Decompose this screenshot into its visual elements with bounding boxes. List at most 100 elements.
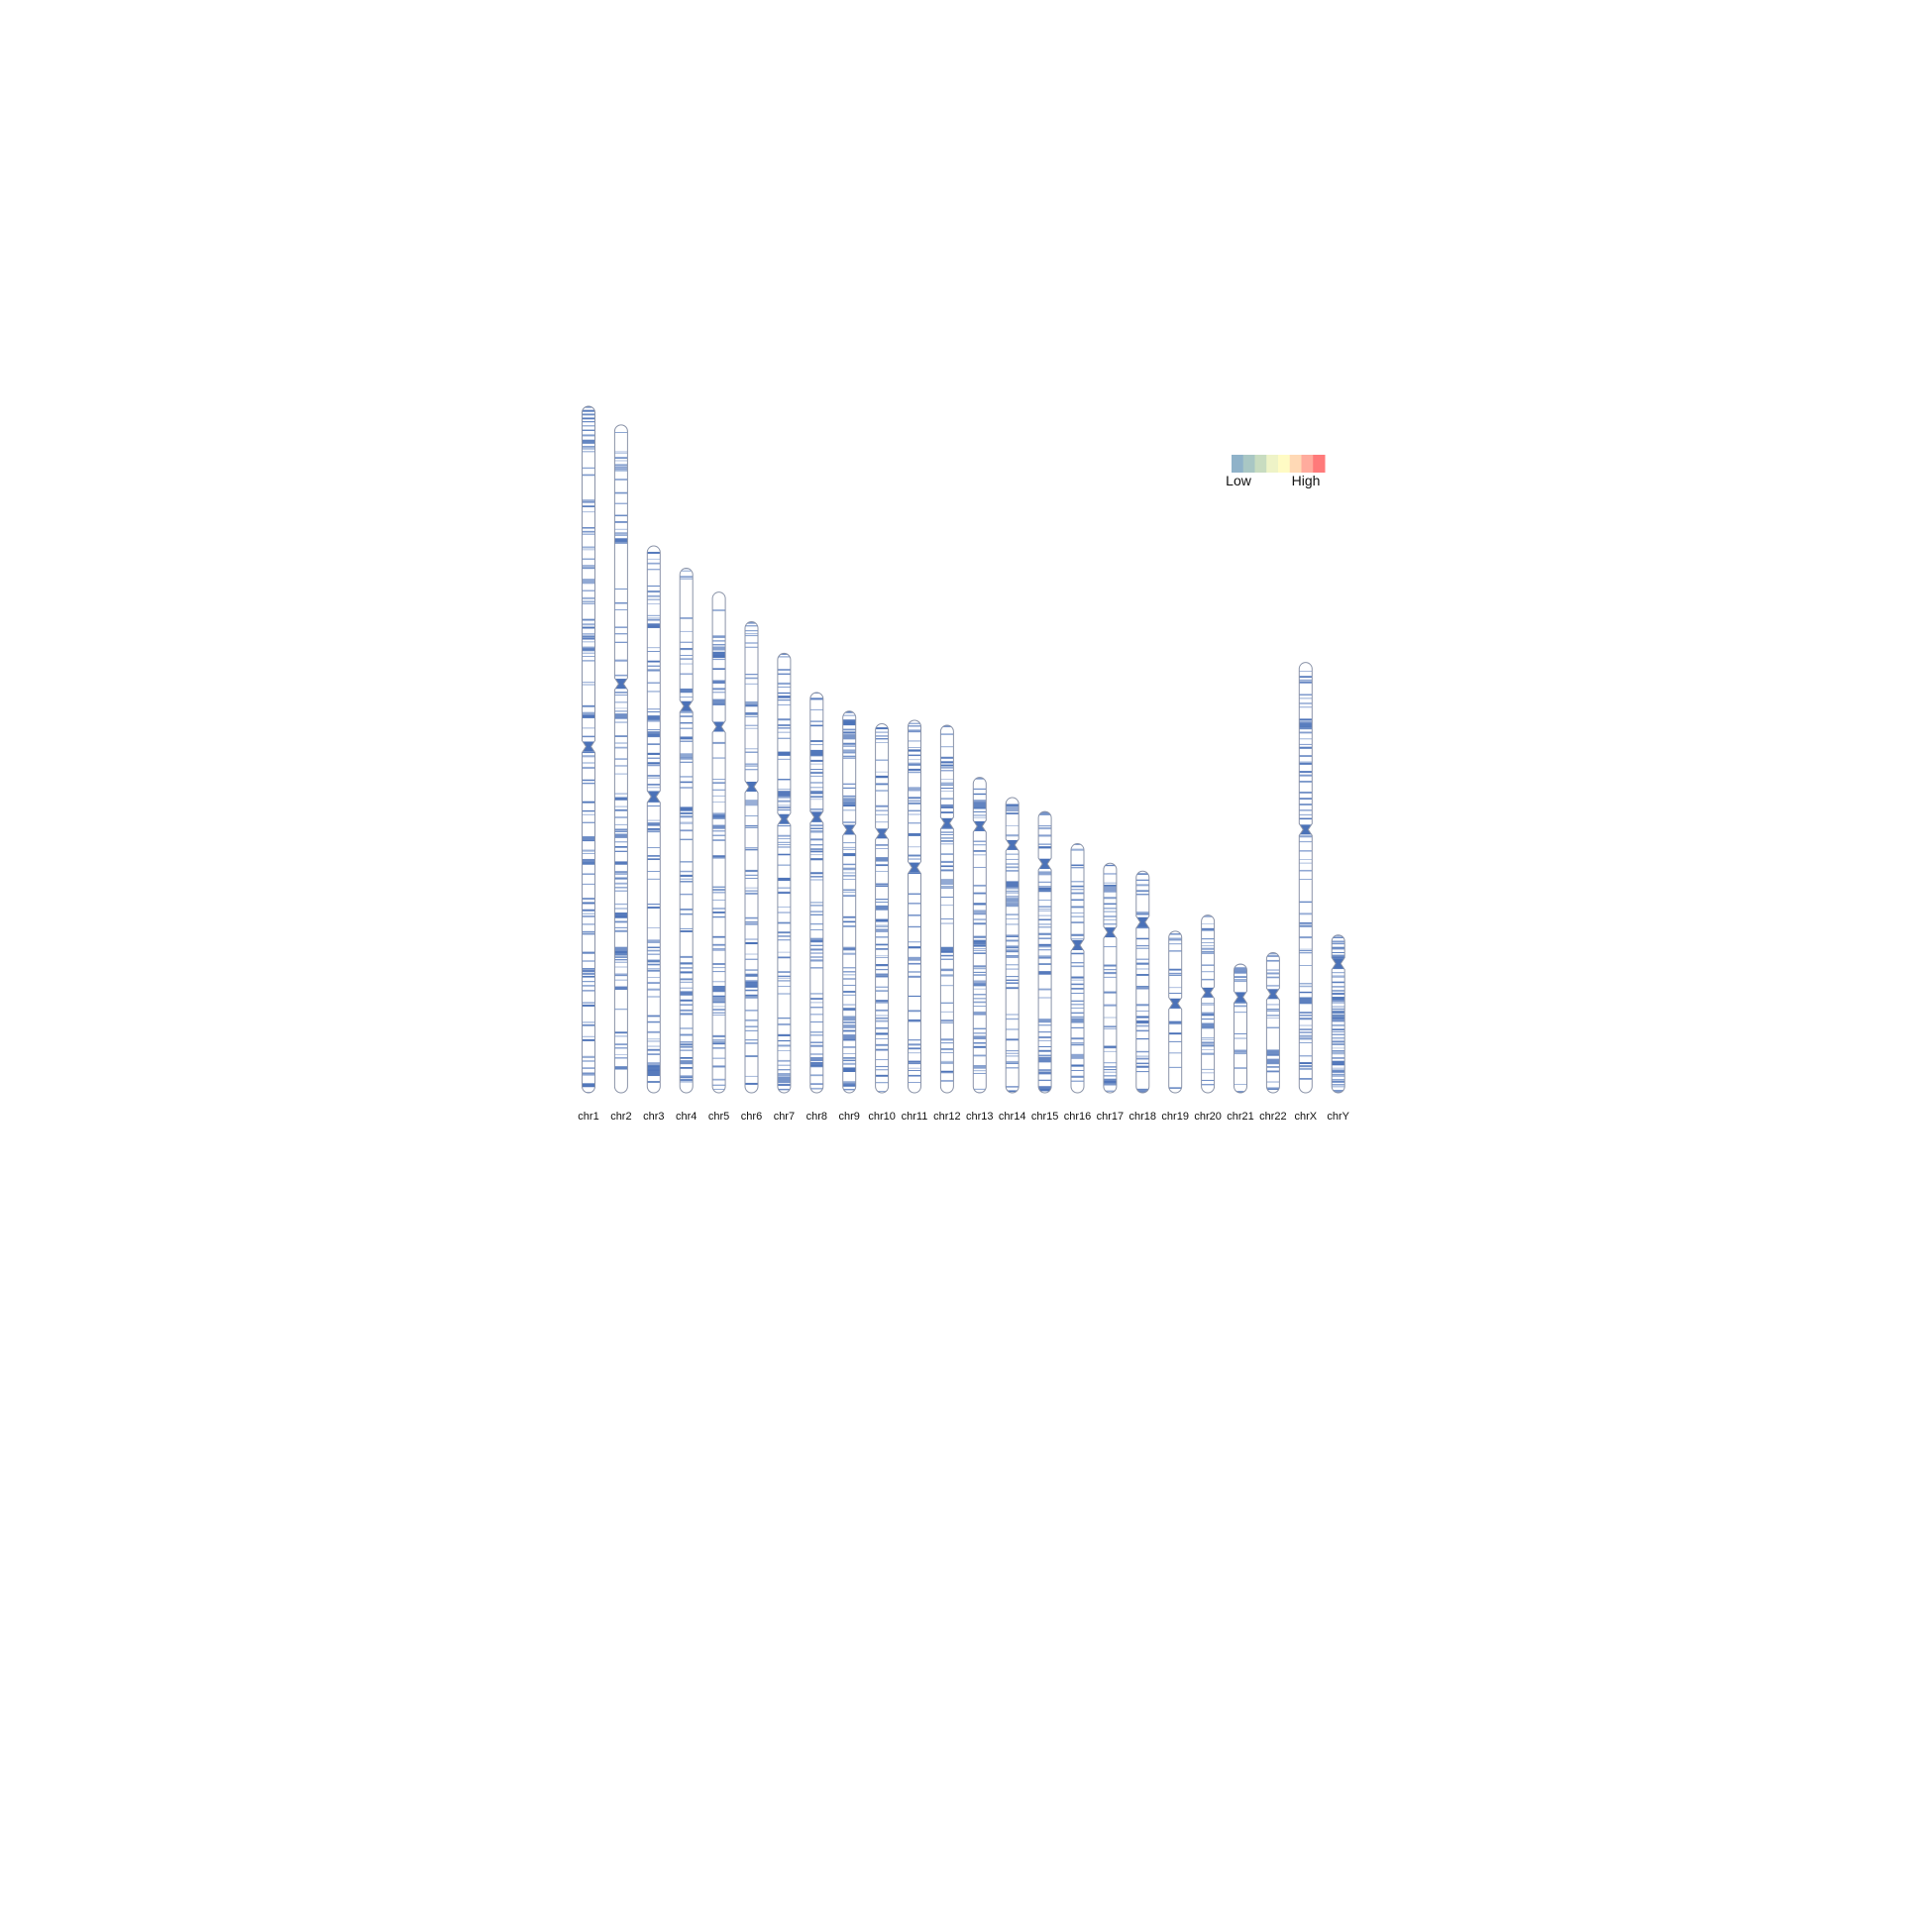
density-band bbox=[908, 729, 921, 732]
density-band bbox=[1038, 900, 1052, 901]
density-band bbox=[973, 1045, 987, 1048]
density-band bbox=[1299, 991, 1313, 994]
chromosome-outline bbox=[1168, 930, 1183, 1094]
chromosome-chr18 bbox=[1135, 870, 1150, 1094]
density-band bbox=[1135, 962, 1149, 965]
density-band bbox=[1103, 1046, 1117, 1049]
density-band bbox=[940, 756, 954, 759]
density-band bbox=[1299, 702, 1313, 704]
density-band bbox=[680, 1041, 694, 1043]
density-band bbox=[940, 732, 954, 734]
density-band bbox=[1266, 976, 1280, 979]
density-band bbox=[680, 776, 694, 778]
density-band bbox=[908, 754, 921, 757]
density-band bbox=[940, 798, 954, 801]
chromosome-label: chr16 bbox=[1064, 1111, 1092, 1123]
density-band bbox=[1038, 1040, 1052, 1041]
density-band bbox=[1332, 986, 1345, 988]
density-band bbox=[614, 903, 628, 906]
density-band bbox=[973, 965, 987, 968]
density-band bbox=[1299, 726, 1313, 730]
density-band bbox=[1266, 955, 1280, 957]
density-band bbox=[809, 808, 823, 810]
density-band bbox=[809, 775, 823, 778]
density-band bbox=[875, 738, 889, 740]
density-band bbox=[680, 999, 694, 1002]
density-band bbox=[1201, 1022, 1215, 1027]
density-band bbox=[875, 1043, 889, 1046]
chromosome-outline bbox=[875, 723, 890, 1094]
density-band bbox=[809, 998, 823, 1000]
density-band bbox=[973, 1032, 987, 1034]
chromosome-chr21 bbox=[1234, 963, 1247, 1094]
density-band bbox=[809, 744, 823, 746]
density-band bbox=[614, 973, 628, 976]
density-band bbox=[973, 1042, 987, 1044]
density-bands bbox=[614, 432, 628, 1070]
density-band bbox=[582, 1067, 595, 1069]
density-band bbox=[1201, 947, 1215, 950]
density-band bbox=[875, 1002, 889, 1004]
density-band bbox=[842, 915, 856, 918]
density-band bbox=[614, 966, 628, 968]
legend-swatch bbox=[1289, 455, 1302, 473]
density-band bbox=[809, 929, 823, 930]
density-band bbox=[908, 941, 921, 943]
density-band bbox=[1071, 867, 1084, 869]
density-band bbox=[614, 528, 628, 530]
density-band bbox=[745, 1082, 758, 1085]
density-band bbox=[973, 844, 987, 846]
density-band bbox=[647, 1045, 661, 1047]
density-band bbox=[973, 980, 987, 985]
density-band bbox=[940, 1070, 954, 1073]
density-band bbox=[777, 1022, 791, 1025]
density-band bbox=[745, 1010, 758, 1012]
density-band bbox=[680, 781, 694, 784]
density-band bbox=[1332, 992, 1345, 996]
density-band bbox=[680, 641, 694, 643]
density-band bbox=[940, 827, 954, 829]
density-band bbox=[614, 956, 628, 958]
density-band bbox=[809, 720, 823, 722]
density-band bbox=[973, 1014, 987, 1016]
density-band bbox=[614, 717, 628, 719]
density-band bbox=[1103, 1075, 1117, 1077]
density-band bbox=[875, 790, 889, 792]
density-band bbox=[777, 877, 791, 882]
density-band bbox=[973, 913, 987, 915]
density-band bbox=[680, 630, 694, 632]
density-band bbox=[1071, 988, 1084, 990]
legend-swatch bbox=[1242, 455, 1255, 473]
density-band bbox=[1168, 1066, 1182, 1068]
density-band bbox=[1006, 976, 1020, 978]
density-band bbox=[1135, 986, 1149, 988]
density-band bbox=[777, 800, 791, 803]
density-band bbox=[1266, 1026, 1280, 1028]
density-band bbox=[1266, 1070, 1280, 1073]
density-band bbox=[875, 905, 889, 911]
density-band bbox=[973, 971, 987, 973]
density-band bbox=[582, 727, 595, 729]
density-band bbox=[842, 1045, 856, 1048]
chromosome-outline bbox=[582, 405, 595, 1094]
density-band bbox=[1006, 890, 1020, 892]
density-band bbox=[745, 646, 758, 648]
density-band bbox=[875, 936, 889, 938]
density-band bbox=[614, 721, 628, 723]
density-band bbox=[582, 649, 595, 652]
density-band bbox=[809, 913, 823, 915]
density-band bbox=[1201, 1072, 1215, 1074]
density-band bbox=[1299, 912, 1313, 915]
density-band bbox=[680, 912, 694, 915]
density-band bbox=[680, 811, 694, 814]
density-band bbox=[940, 1071, 954, 1074]
density-band bbox=[1332, 1033, 1345, 1035]
centromere-band bbox=[1103, 927, 1117, 938]
density-band bbox=[809, 708, 823, 710]
density-band bbox=[647, 927, 661, 928]
density-band bbox=[1266, 1062, 1280, 1065]
density-band bbox=[875, 975, 889, 978]
density-band bbox=[1332, 1089, 1345, 1093]
density-band bbox=[842, 842, 856, 844]
